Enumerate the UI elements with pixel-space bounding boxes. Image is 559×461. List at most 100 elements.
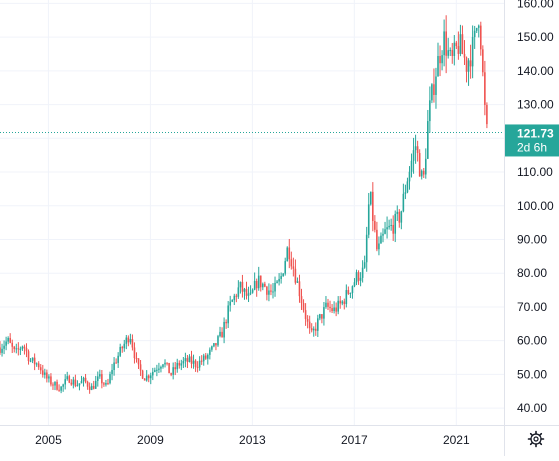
candle-body [410, 160, 413, 172]
candle-body [66, 376, 69, 380]
candle-body [80, 381, 83, 384]
candle-body [479, 25, 482, 50]
candle-body [50, 376, 52, 385]
candle-body [19, 348, 22, 350]
candle-body [270, 290, 272, 292]
candle-body [378, 243, 380, 250]
candle-body [355, 272, 358, 283]
candle-body [33, 357, 36, 365]
candle-body [416, 146, 419, 153]
candle-body [445, 31, 447, 56]
candle-body [72, 379, 75, 385]
candle-body [253, 280, 256, 290]
candle-body [107, 383, 109, 385]
candle-body [235, 295, 238, 297]
candle-body [23, 346, 26, 349]
candle-body [39, 367, 42, 371]
candle-body [5, 341, 7, 346]
candle-body [286, 247, 289, 262]
time-axis[interactable]: 2005 2009 2013 2017 2021 [35, 433, 470, 447]
candle-body [447, 50, 449, 56]
candle-body [310, 328, 313, 331]
candle-body [217, 336, 219, 346]
candle-body [17, 348, 20, 350]
candle-body [469, 60, 472, 67]
candle-body [123, 343, 126, 349]
candle-body [154, 370, 156, 372]
candle-body [465, 57, 468, 72]
candle-body [11, 342, 14, 347]
candle-body [369, 191, 372, 205]
candle-body [418, 152, 421, 177]
candle-body [314, 328, 317, 331]
candle-body [190, 356, 193, 364]
candle-body [429, 100, 431, 122]
price-tick-label: 130.00 [517, 98, 554, 112]
candle-body [3, 345, 5, 349]
candle-body [341, 301, 344, 304]
candle-body [158, 368, 160, 370]
time-tick-label: 2009 [137, 433, 164, 447]
candle-body [211, 346, 213, 350]
candle-body [475, 27, 478, 31]
candle-body [243, 288, 246, 292]
candle-body [68, 376, 71, 383]
candle-body [188, 356, 191, 362]
candle-body [147, 375, 150, 379]
candle-body [52, 384, 54, 386]
candle-body [327, 302, 329, 307]
candle-body [129, 339, 132, 343]
candle-body [41, 370, 44, 375]
candle-body [213, 343, 215, 347]
candle-body [29, 360, 32, 362]
candle-body [296, 281, 299, 283]
candle-body [257, 275, 260, 289]
candle-body [160, 366, 162, 369]
candle-body [374, 221, 376, 230]
candle-body [176, 362, 179, 370]
candle-body [306, 318, 309, 322]
candle-body [151, 371, 154, 376]
candle-body [280, 276, 282, 279]
gear-icon[interactable] [527, 430, 545, 448]
candle-body [103, 383, 105, 385]
bar-countdown: 2d 6h [517, 140, 547, 154]
candle-body [345, 290, 348, 305]
candle-body [292, 266, 295, 269]
candle-body [170, 373, 172, 375]
candle-body [329, 306, 331, 309]
candle-body [343, 301, 346, 305]
candle-body [15, 348, 18, 350]
price-tick-label: 40.00 [517, 401, 547, 415]
price-tick-label: 110.00 [517, 165, 553, 179]
candle-body [204, 355, 207, 359]
candle-body [172, 367, 174, 375]
candle-body [48, 376, 50, 379]
candle-body [484, 72, 486, 105]
candles [0, 15, 488, 394]
candle-body [119, 346, 121, 356]
candle-body [76, 385, 79, 387]
candle-body [331, 308, 333, 312]
candle-body [392, 224, 394, 234]
candle-body [272, 291, 274, 293]
candle-body [312, 328, 315, 331]
candle-body [184, 358, 187, 361]
candle-body [282, 273, 284, 277]
candle-body [365, 234, 368, 263]
price-axis[interactable]: 40.00 50.00 60.00 70.00 80.00 90.00 100.00 110.… [517, 0, 554, 415]
candle-body [86, 381, 89, 387]
candle-body [9, 337, 11, 343]
candle-body [398, 211, 401, 223]
candle-body [259, 275, 262, 288]
candle-body [13, 346, 16, 350]
candle-body [455, 42, 458, 47]
candle-body [300, 296, 303, 304]
price-tick-label: 160.00 [517, 0, 554, 10]
candle-body [290, 259, 293, 267]
candle-body [274, 282, 276, 292]
candle-body [449, 50, 452, 52]
candle-body [99, 374, 101, 377]
